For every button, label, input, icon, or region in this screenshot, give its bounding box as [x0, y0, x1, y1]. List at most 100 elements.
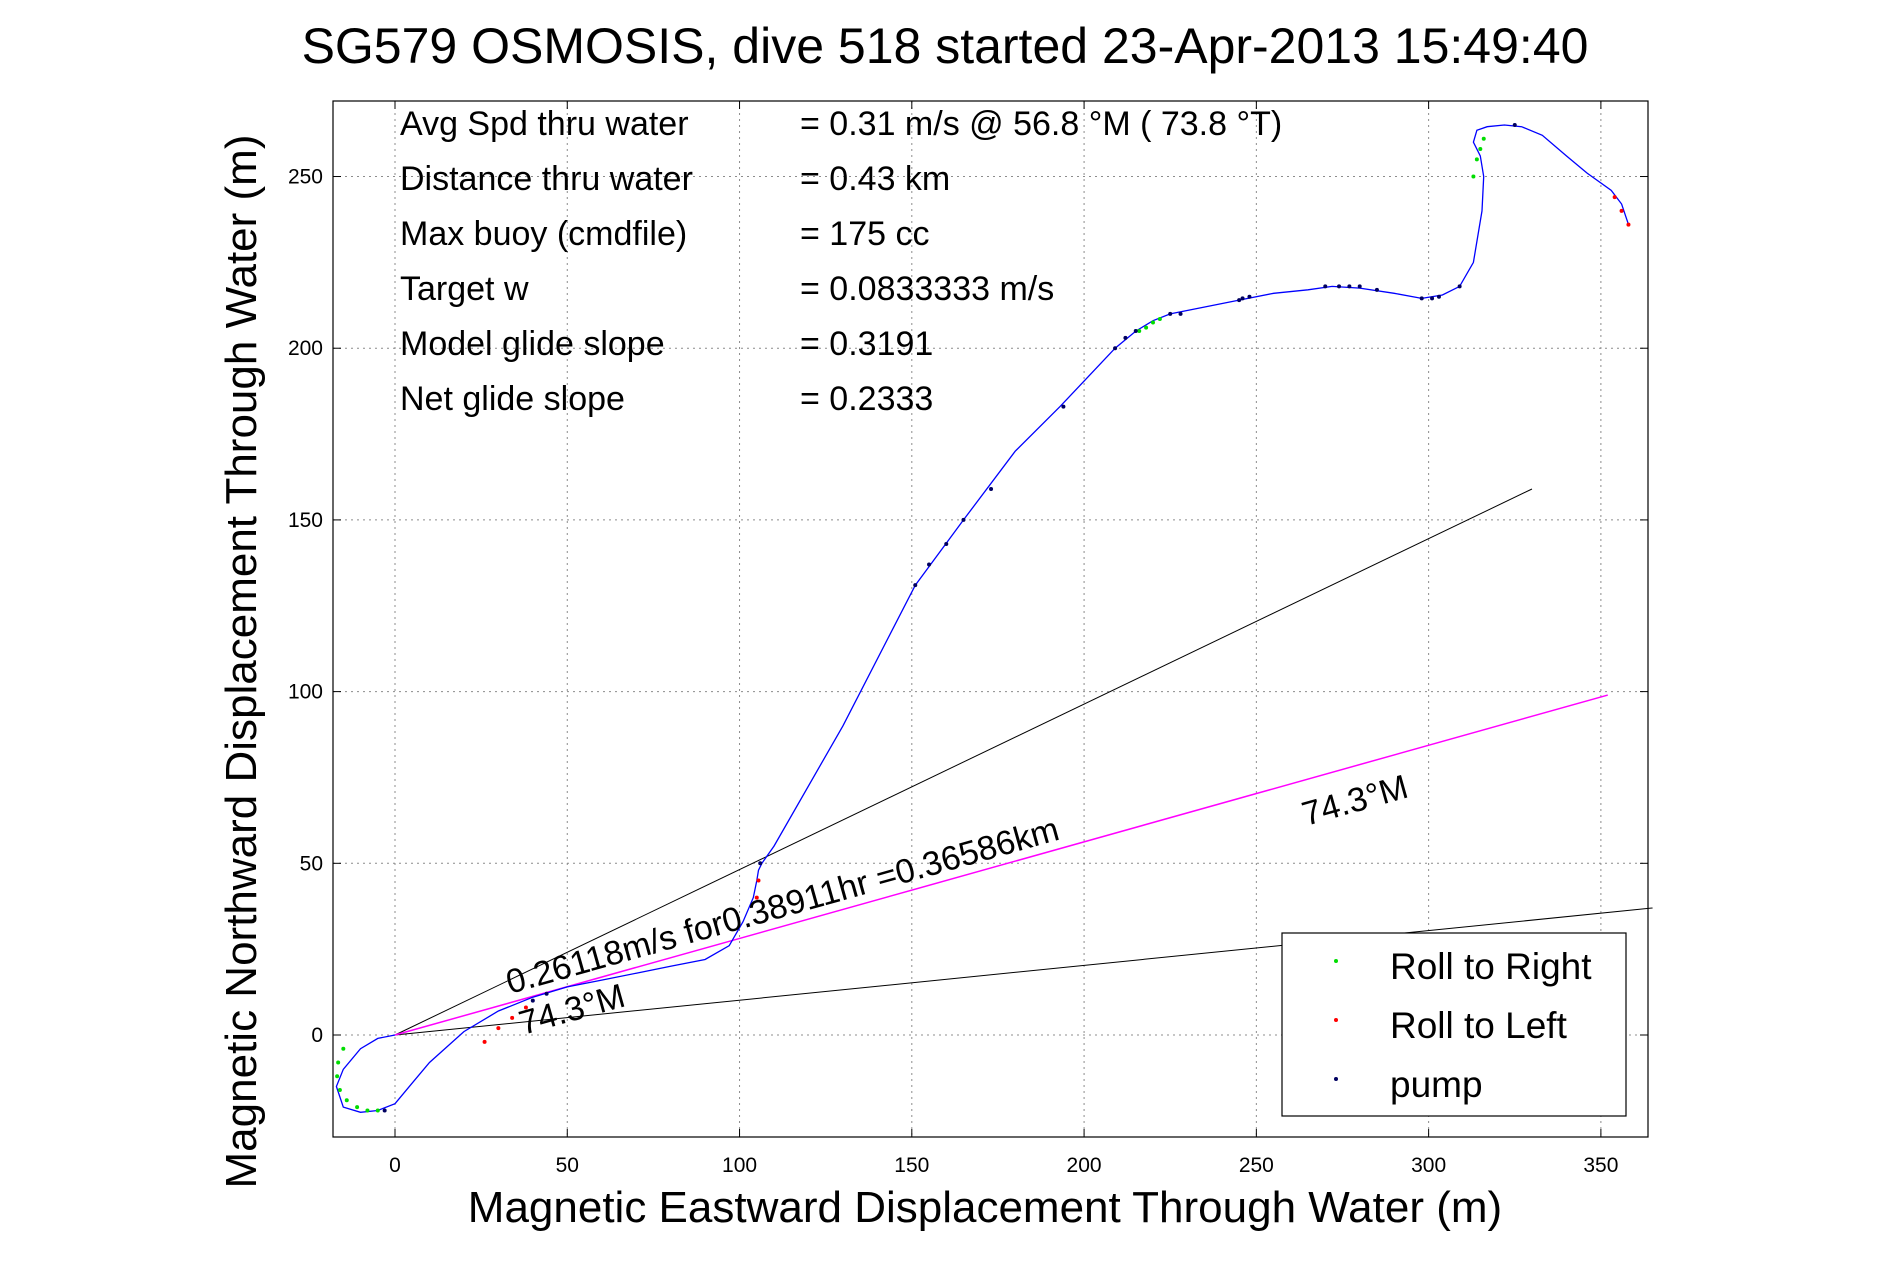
plot-frame [332, 100, 1649, 1138]
pump-marker [1323, 284, 1328, 289]
roll-right-marker [335, 1074, 340, 1079]
pump-marker [1061, 404, 1066, 409]
pump-marker [913, 583, 918, 588]
pump-marker [758, 861, 763, 866]
pump-marker [927, 562, 932, 567]
roll-right-marker [1137, 329, 1142, 334]
pump-marker [1357, 284, 1362, 289]
roll-right-marker [1471, 174, 1476, 179]
info-value: = 0.31 m/s @ 56.8 °M ( 73.8 °T) [800, 105, 1282, 143]
y-tick-label: 200 [288, 337, 323, 360]
info-value: = 0.0833333 m/s [800, 270, 1054, 308]
x-tick-label: 50 [556, 1154, 579, 1177]
y-tick-label: 250 [288, 166, 323, 189]
x-tick-label: 100 [722, 1154, 757, 1177]
info-value: = 175 cc [800, 215, 929, 253]
roll-right-marker [1157, 317, 1162, 322]
roll-left-marker [510, 1015, 515, 1020]
roll-left-marker [1626, 222, 1631, 227]
x-tick-label: 250 [1239, 1154, 1274, 1177]
roll-left-marker [1619, 208, 1624, 213]
x-tick-label: 0 [389, 1154, 401, 1177]
legend-marker [1334, 1077, 1338, 1081]
pump-marker [1237, 298, 1242, 303]
pump-marker [1419, 296, 1424, 301]
info-label: Model glide slope [400, 325, 665, 363]
y-axis-label: Magnetic Northward Displacement Through … [217, 135, 266, 1189]
y-axis-label-group: Magnetic Northward Displacement Through … [217, 135, 266, 1189]
roll-right-marker [336, 1060, 341, 1065]
cone-line [394, 488, 1533, 1036]
info-label: Avg Spd thru water [400, 105, 689, 143]
x-axis-label: Magnetic Eastward Displacement Through W… [468, 1183, 1502, 1232]
legend-marker [1334, 1018, 1338, 1022]
x-tick-label: 150 [894, 1154, 929, 1177]
roll-right-marker [337, 1087, 342, 1092]
plot-lines [335, 124, 1653, 1113]
pump-marker [1133, 329, 1138, 334]
pump-marker [1178, 311, 1183, 316]
roll-right-marker [365, 1108, 370, 1113]
axis-ticks: 0 50 100 150 200 250 300 350 0 50 100 150 200 250 [288, 101, 1648, 1177]
pump-marker [1512, 123, 1517, 128]
pump-marker [1123, 335, 1128, 340]
pump-marker [989, 487, 994, 492]
x-tick-label: 300 [1411, 1154, 1446, 1177]
legend-label: Roll to Left [1390, 1005, 1568, 1046]
y-tick-label: 100 [288, 681, 323, 704]
pump-marker [1430, 296, 1435, 301]
glider-track [335, 124, 1630, 1113]
plot-markers [335, 123, 1631, 1113]
pump-marker [944, 541, 949, 546]
net-displacement-line [394, 694, 1608, 1036]
info-label: Distance thru water [400, 160, 693, 198]
pump-marker [1436, 294, 1441, 299]
pump-marker [1240, 296, 1245, 301]
roll-left-marker [523, 1005, 528, 1010]
pump-marker [1168, 311, 1173, 316]
info-value: = 0.3191 [800, 325, 933, 363]
x-tick-label: 200 [1067, 1154, 1102, 1177]
pump-marker [1374, 287, 1379, 292]
info-value: = 0.43 km [800, 160, 950, 198]
roll-right-marker [1144, 325, 1149, 330]
roll-left-marker [1612, 195, 1617, 200]
x-tick-label: 350 [1583, 1154, 1618, 1177]
legend-label: Roll to Right [1390, 946, 1592, 987]
roll-left-marker [754, 895, 759, 900]
roll-right-marker [1150, 320, 1155, 325]
pump-marker [1337, 284, 1342, 289]
pump-marker [1457, 284, 1462, 289]
roll-right-marker [355, 1105, 360, 1110]
y-tick-label: 50 [300, 852, 323, 875]
y-tick-label: 150 [288, 509, 323, 532]
speed-annotation: 0.26118m/s for0.38911hr =0.36586km [502, 810, 1063, 1001]
pump-marker [382, 1108, 387, 1113]
legend-box [1281, 932, 1627, 1117]
pump-marker [961, 517, 966, 522]
roll-right-marker [344, 1098, 349, 1103]
pump-marker [544, 991, 549, 996]
pump-marker [1347, 284, 1352, 289]
info-value: = 0.2333 [800, 380, 933, 418]
pump-marker [530, 998, 535, 1003]
roll-right-marker [1474, 157, 1479, 162]
roll-right-marker [1478, 147, 1483, 152]
roll-right-marker [375, 1108, 380, 1113]
legend: Roll to Right Roll to Left pump [1281, 932, 1627, 1117]
legend-marker [1334, 959, 1338, 963]
pump-marker [1247, 294, 1252, 299]
chart-title: SG579 OSMOSIS, dive 518 started 23-Apr-2… [302, 18, 1589, 74]
roll-left-marker [756, 878, 761, 883]
info-label: Target w [400, 270, 529, 308]
info-label: Net glide slope [400, 380, 625, 418]
legend-label: pump [1390, 1064, 1483, 1105]
roll-left-marker [482, 1039, 487, 1044]
info-panel: Avg Spd thru water = 0.31 m/s @ 56.8 °M (… [400, 105, 1282, 418]
roll-right-marker [341, 1046, 346, 1051]
pump-marker [1113, 346, 1118, 351]
y-tick-label: 0 [311, 1024, 323, 1047]
info-label: Max buoy (cmdfile) [400, 215, 687, 253]
roll-left-marker [496, 1026, 501, 1031]
